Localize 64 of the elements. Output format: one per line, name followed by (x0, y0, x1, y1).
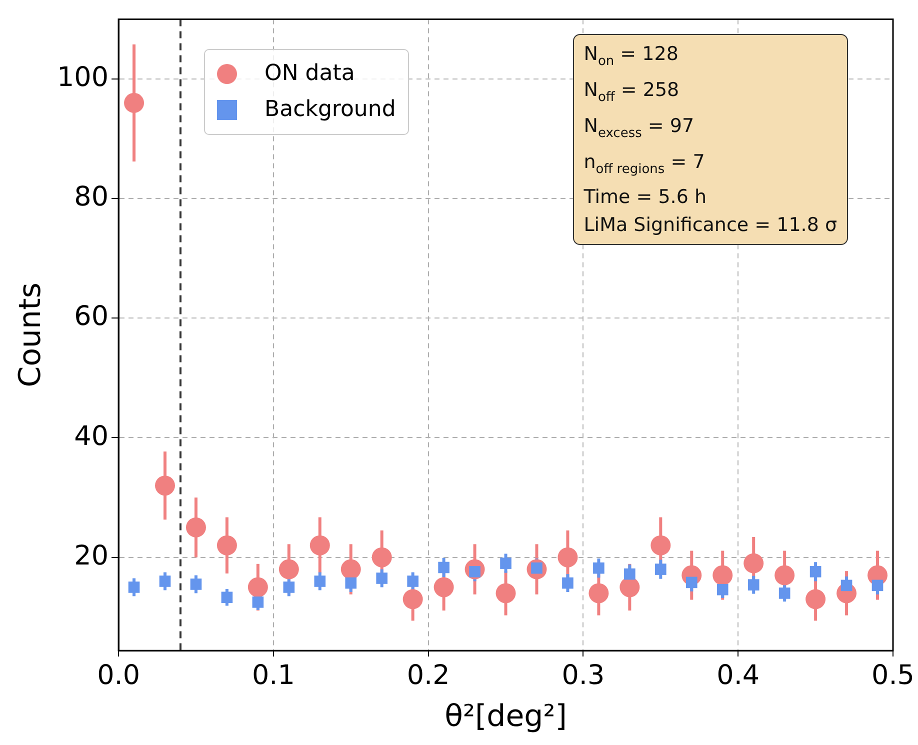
annotation: N$_{off}$ = 258 (584, 78, 680, 105)
x-axis-title: θ²[deg²] (444, 698, 567, 734)
y-tick-label: 60 (74, 301, 109, 332)
point (872, 580, 884, 592)
point (155, 476, 176, 496)
x-tick-label: 0.1 (252, 660, 295, 691)
point (655, 564, 666, 575)
point (372, 547, 392, 568)
point (650, 535, 671, 556)
y-tick-label: 100 (56, 62, 109, 94)
legend-label: ON data (264, 60, 355, 88)
point (558, 547, 578, 568)
y-tick-label: 40 (74, 420, 109, 452)
y-axis-title: Counts (12, 282, 48, 388)
point (128, 582, 140, 593)
point (806, 589, 826, 610)
point (840, 580, 852, 592)
point (216, 535, 237, 556)
point (248, 577, 268, 598)
point (588, 583, 609, 604)
annotation: n$_{off regions}$ = 7 (584, 150, 705, 176)
point (778, 588, 790, 599)
point (310, 535, 330, 556)
point (624, 568, 636, 580)
point (562, 577, 574, 589)
x-tick-label: 0.4 (716, 660, 760, 691)
point (620, 577, 640, 598)
point (402, 589, 423, 610)
y-tick-label: 80 (74, 182, 109, 213)
point (252, 596, 264, 608)
x-tick-label: 0.0 (97, 660, 140, 691)
x-tick-label: 0.2 (406, 660, 450, 691)
x-tick-label: 0.5 (872, 660, 914, 691)
point (810, 566, 822, 578)
point (340, 559, 361, 580)
y-tick-label: 20 (74, 540, 109, 572)
point (434, 577, 454, 598)
x-tick-label: 0.3 (562, 660, 605, 691)
point (438, 562, 450, 574)
point (376, 572, 388, 584)
point (774, 565, 795, 586)
point (124, 92, 144, 113)
point (712, 565, 733, 586)
point (159, 576, 171, 587)
annotation: N$_{on}$ = 128 (584, 43, 678, 69)
point (716, 584, 728, 596)
point (500, 558, 512, 569)
point (283, 582, 295, 593)
legend-label: Background (264, 96, 396, 124)
point (278, 559, 299, 580)
annotation: LiMa Significance = 11.8 σ (584, 214, 837, 236)
point (407, 576, 418, 587)
point (186, 517, 206, 538)
point (744, 553, 764, 574)
point (221, 592, 233, 604)
point (748, 579, 760, 590)
point (190, 578, 202, 590)
point (686, 576, 698, 588)
point (496, 583, 516, 604)
point (593, 562, 604, 574)
point (314, 576, 326, 587)
annotation: Time = 5.6 h (584, 186, 707, 208)
annotation: N$_{excess}$ = 97 (584, 114, 694, 141)
point (345, 577, 357, 589)
